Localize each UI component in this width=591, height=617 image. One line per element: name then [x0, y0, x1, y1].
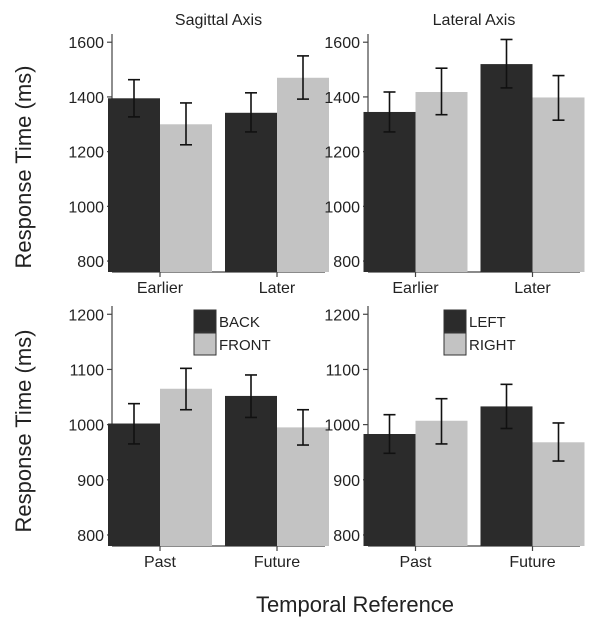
bar-back-later	[225, 112, 277, 272]
y-tick-label: 1400	[68, 90, 104, 107]
y-tick-label: 1600	[324, 35, 360, 52]
bar-left-later	[480, 64, 533, 273]
legend-swatch-left	[443, 309, 467, 333]
panel-title: Sagittal Axis	[175, 12, 262, 29]
y-tick-label: 1100	[70, 362, 105, 379]
bar-back-earlier	[108, 98, 160, 272]
x-tick-label: Earlier	[392, 280, 439, 297]
bar-back-future	[225, 395, 277, 546]
x-tick-label: Past	[399, 554, 432, 571]
bar-left-earlier	[363, 111, 416, 272]
panel-title: Lateral Axis	[433, 12, 516, 29]
y-tick-label: 900	[77, 473, 104, 490]
x-tick-label: Past	[144, 554, 177, 571]
x-tick-label: Future	[509, 554, 555, 571]
x-axis-title: Temporal Reference	[256, 592, 454, 617]
panel-2: 800 1000 1200 1400 1600 Lateral Axis Earlier La…	[324, 12, 585, 297]
y-tick-label: 800	[333, 528, 360, 545]
bar-front-later	[277, 77, 329, 273]
legend-swatch-right	[443, 332, 467, 356]
bar-front-past	[160, 388, 212, 546]
y-tick-label: 1000	[324, 199, 360, 216]
legend-label-left: LEFT	[469, 314, 506, 331]
x-tick-label: Later	[514, 280, 551, 297]
y-tick-label: 1200	[324, 307, 360, 324]
x-tick-label: Earlier	[137, 280, 184, 297]
bar-right-earlier	[415, 91, 468, 273]
y-axis-title-top: Response Time (ms)	[11, 66, 36, 269]
y-tick-label: 1200	[324, 145, 360, 162]
y-tick-label: 1100	[326, 362, 361, 379]
y-tick-label: 1200	[68, 145, 104, 162]
y-tick-label: 900	[333, 473, 360, 490]
y-tick-label: 800	[77, 528, 104, 545]
legend-swatch-front	[193, 332, 217, 356]
y-tick-label: 1000	[68, 199, 104, 216]
panel-1: 800 1000 1200 1400 1600 Sagittal Axis Earlier L…	[68, 12, 329, 297]
legend-2: LEFT RIGHT	[443, 309, 516, 356]
bar-right-later	[532, 97, 585, 272]
legend-label-back: BACK	[219, 314, 260, 331]
bar-left-future	[480, 406, 533, 546]
y-tick-label: 800	[333, 254, 360, 271]
x-tick-label: Future	[254, 554, 300, 571]
y-tick-label: 1400	[324, 90, 360, 107]
y-axis-title-bottom: Response Time (ms)	[11, 330, 36, 533]
y-tick-label: 1200	[68, 307, 104, 324]
legend-1: BACK FRONT	[193, 309, 271, 356]
legend-swatch-back	[193, 309, 217, 333]
panel-3: 800 900 1000 1100 1200 Past Future	[68, 306, 329, 571]
x-tick-label: Later	[259, 280, 296, 297]
panel-4: 800 900 1000 1100 1200 Past Future	[324, 306, 585, 571]
bar-front-future	[277, 427, 329, 546]
bar-front-earlier	[160, 124, 212, 272]
y-tick-label: 1000	[324, 418, 360, 435]
y-tick-label: 800	[77, 254, 104, 271]
y-tick-label: 1600	[68, 35, 104, 52]
legend-label-right: RIGHT	[469, 337, 516, 354]
legend-label-front: FRONT	[219, 337, 271, 354]
y-tick-label: 1000	[68, 418, 104, 435]
